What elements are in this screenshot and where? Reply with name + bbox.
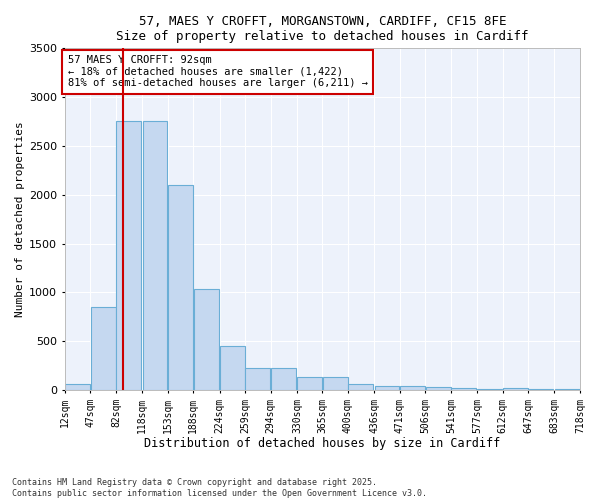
Bar <box>168 185 193 390</box>
Bar <box>374 386 400 390</box>
Bar <box>503 388 528 390</box>
Bar <box>194 290 218 390</box>
Title: 57, MAES Y CROFFT, MORGANSTOWN, CARDIFF, CF15 8FE
Size of property relative to d: 57, MAES Y CROFFT, MORGANSTOWN, CARDIFF,… <box>116 15 529 43</box>
Bar <box>425 387 451 390</box>
Bar <box>323 378 347 390</box>
Bar <box>245 368 271 390</box>
Y-axis label: Number of detached properties: Number of detached properties <box>15 122 25 317</box>
X-axis label: Distribution of detached houses by size in Cardiff: Distribution of detached houses by size … <box>145 437 500 450</box>
Bar <box>116 120 141 390</box>
Bar <box>349 384 373 390</box>
Bar <box>65 384 90 390</box>
Bar <box>451 388 476 390</box>
Bar <box>400 386 425 390</box>
Text: Contains HM Land Registry data © Crown copyright and database right 2025.
Contai: Contains HM Land Registry data © Crown c… <box>12 478 427 498</box>
Bar <box>220 346 245 390</box>
Text: 57 MAES Y CROFFT: 92sqm
← 18% of detached houses are smaller (1,422)
81% of semi: 57 MAES Y CROFFT: 92sqm ← 18% of detache… <box>68 55 368 88</box>
Bar <box>271 368 296 390</box>
Bar <box>297 378 322 390</box>
Bar <box>143 120 167 390</box>
Bar <box>91 307 116 390</box>
Bar <box>478 389 502 390</box>
